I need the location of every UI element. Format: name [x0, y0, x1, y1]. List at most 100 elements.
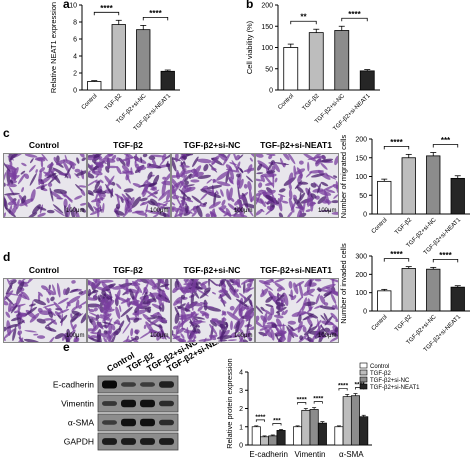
cell: [21, 187, 25, 193]
cell: [67, 295, 81, 304]
cell: [243, 183, 248, 189]
cell: [323, 291, 332, 299]
cell: [211, 334, 218, 338]
cell: [123, 188, 134, 193]
cell: [63, 161, 70, 173]
cell: [111, 154, 117, 161]
y-axis-label: Cell viability (%): [245, 20, 254, 74]
cell: [6, 183, 17, 188]
cell: [246, 318, 251, 334]
cell: [94, 186, 101, 201]
cell: [264, 284, 274, 291]
cell: [283, 309, 288, 316]
cell: [308, 293, 314, 297]
cell: [134, 329, 140, 334]
cell: [134, 335, 140, 341]
cell: [309, 331, 318, 342]
cell: [217, 339, 228, 342]
cell: [56, 159, 66, 166]
cell: [7, 200, 17, 206]
cell: [131, 196, 141, 209]
cell: [158, 319, 168, 323]
cell: [13, 310, 20, 314]
cell: [174, 154, 179, 163]
migration-micrograph-title: TGF-β2+si-NEAT1: [260, 140, 332, 150]
cell: [17, 173, 26, 185]
cell: [236, 173, 241, 178]
cell: [162, 176, 167, 180]
cell: [88, 290, 97, 298]
cell: [184, 180, 189, 186]
bar: [283, 47, 299, 91]
cell: [165, 335, 170, 340]
cell: [299, 174, 303, 179]
cell: [48, 284, 51, 290]
cell: [5, 296, 14, 306]
cell: [18, 330, 22, 342]
cell: [52, 284, 57, 295]
cell: [265, 296, 273, 303]
cell: [277, 311, 281, 316]
cell: [281, 310, 285, 316]
cell: [297, 320, 303, 333]
cell: [319, 295, 326, 305]
cell: [125, 173, 131, 184]
significance-label: ****: [100, 4, 113, 13]
cell: [19, 279, 28, 284]
blot-band: [140, 438, 155, 445]
cell: [314, 328, 325, 339]
cell: [249, 279, 254, 288]
cell: [287, 320, 297, 325]
cell: [334, 327, 338, 333]
cell: [208, 279, 210, 288]
cell: [106, 175, 115, 189]
migration-micrograph-image: 100μm: [255, 153, 339, 218]
invasion-micrograph-title: TGF-β2: [113, 265, 143, 275]
cell: [27, 212, 38, 217]
cell: [167, 163, 170, 173]
cell: [16, 337, 24, 342]
cell: [313, 181, 320, 188]
cell: [184, 279, 190, 284]
cell: [172, 285, 179, 294]
cell: [19, 312, 28, 317]
blot-band: [159, 381, 174, 388]
cell: [288, 183, 292, 190]
cell: [321, 200, 329, 204]
cell: [66, 301, 71, 307]
cell: [92, 292, 98, 300]
migration-micrograph-title: Control: [28, 140, 60, 150]
cell: [260, 174, 265, 183]
cell: [172, 206, 176, 211]
cell: [328, 290, 338, 296]
cell: [74, 195, 83, 200]
cell: [17, 286, 24, 295]
cell: [53, 301, 64, 313]
blot-protein-label: Vimentin: [61, 399, 94, 409]
cell: [145, 214, 148, 217]
cell: [237, 202, 245, 211]
legend-label: TGF-β2+si-NEAT1: [370, 385, 420, 391]
panel-letter-d: d: [3, 250, 11, 264]
cell: [118, 157, 126, 166]
y-tick-label: 0: [73, 88, 77, 95]
cell: [320, 162, 328, 170]
cell: [272, 173, 275, 189]
cell: [320, 181, 329, 187]
chart-panel-e: 0 1 2 3 4 Relative protein expression E-cadher…: [225, 358, 420, 459]
cell: [331, 200, 338, 204]
cell: [124, 198, 131, 209]
cell: [28, 164, 36, 173]
cell: [230, 320, 233, 331]
panel-letter-b: b: [246, 0, 254, 11]
scale-bar-label: 100μm: [234, 333, 253, 339]
cell: [220, 324, 229, 339]
cell: [21, 291, 30, 301]
cell: [271, 192, 277, 205]
cell: [41, 285, 48, 291]
cell: [188, 334, 194, 341]
cell: [298, 334, 308, 342]
legend-label: TGF-β2: [370, 371, 391, 377]
cell: [238, 333, 245, 342]
cell: [315, 319, 322, 328]
